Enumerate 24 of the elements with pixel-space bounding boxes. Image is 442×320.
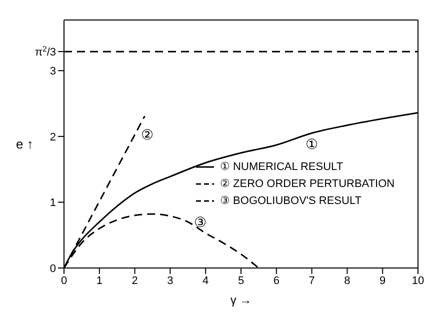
x-tick-label: 6 (273, 274, 280, 287)
x-tick-label: 4 (202, 274, 209, 287)
y-tick-label: 0 (50, 263, 56, 275)
x-tick-label: 9 (380, 274, 386, 287)
y-tick-label: π$^{2}$/3 (34, 44, 56, 59)
legend-label: ② ZERO ORDER PERTURBATION (220, 177, 395, 190)
annotation: ② (140, 126, 154, 142)
x-axis-title: γ → (230, 293, 252, 307)
y-tick-label: 3 (50, 66, 56, 78)
x-tick-label: 0 (60, 274, 68, 287)
y-tick-label: 1 (50, 197, 56, 210)
x-tick-label: 3 (167, 274, 174, 287)
y-axis-title: e ↑ (16, 136, 34, 152)
legend-label: ③ BOGOLIUBOV'S RESULT (220, 194, 362, 207)
annotation: ① (305, 136, 318, 152)
annotation: ③ (194, 214, 207, 230)
y-tick-label: 2 (50, 131, 56, 144)
x-tick-label: 8 (344, 274, 350, 287)
x-tick-label: 10 (412, 274, 424, 287)
x-tick-label: 5 (238, 274, 244, 287)
legend-label: ① NUMERICAL RESULT (220, 160, 344, 173)
x-tick-label: 7 (308, 274, 315, 287)
x-tick-label: 1 (96, 274, 102, 287)
x-tick-label: 2 (132, 274, 138, 287)
